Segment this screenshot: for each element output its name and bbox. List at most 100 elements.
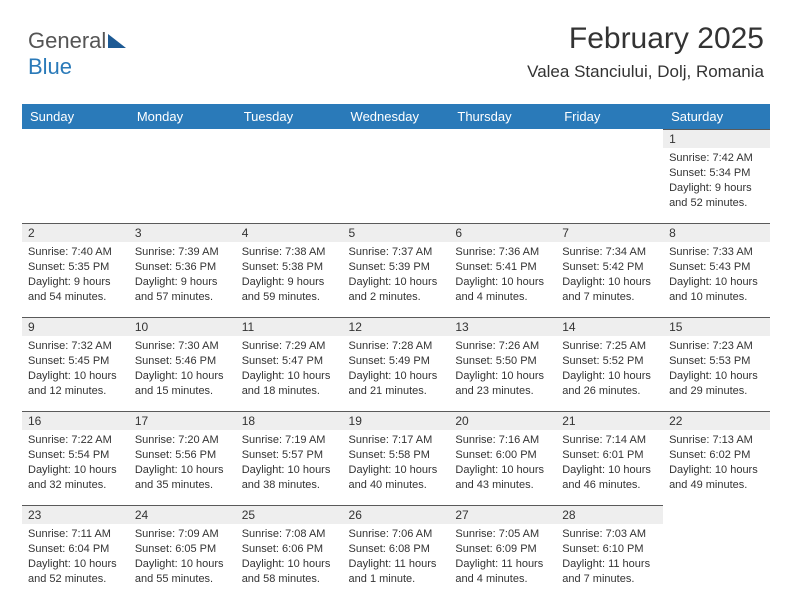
day-details: Sunrise: 7:38 AMSunset: 5:38 PMDaylight:… xyxy=(236,242,343,308)
day-number: 4 xyxy=(236,223,343,242)
calendar-cell xyxy=(556,129,663,223)
daylight-text-1: Daylight: 11 hours xyxy=(455,557,550,572)
calendar-cell: 1Sunrise: 7:42 AMSunset: 5:34 PMDaylight… xyxy=(663,129,770,223)
day-number: 23 xyxy=(22,505,129,524)
calendar-cell: 10Sunrise: 7:30 AMSunset: 5:46 PMDayligh… xyxy=(129,317,236,411)
day-details: Sunrise: 7:03 AMSunset: 6:10 PMDaylight:… xyxy=(556,524,663,590)
location-subtitle: Valea Stanciului, Dolj, Romania xyxy=(527,62,764,82)
calendar-cell: 14Sunrise: 7:25 AMSunset: 5:52 PMDayligh… xyxy=(556,317,663,411)
sunrise-text: Sunrise: 7:13 AM xyxy=(669,433,764,448)
daylight-text-2: and 10 minutes. xyxy=(669,290,764,305)
sunset-text: Sunset: 6:00 PM xyxy=(455,448,550,463)
sunrise-text: Sunrise: 7:39 AM xyxy=(135,245,230,260)
daylight-text-2: and 40 minutes. xyxy=(349,478,444,493)
calendar-cell: 24Sunrise: 7:09 AMSunset: 6:05 PMDayligh… xyxy=(129,505,236,599)
day-details: Sunrise: 7:08 AMSunset: 6:06 PMDaylight:… xyxy=(236,524,343,590)
calendar-cell: 20 Sunrise: 7:16 AMSunset: 6:00 PMDayligh… xyxy=(449,411,556,505)
daylight-text-2: and 57 minutes. xyxy=(135,290,230,305)
day-details: Sunrise: 7:05 AMSunset: 6:09 PMDaylight:… xyxy=(449,524,556,590)
sunrise-text: Sunrise: 7:25 AM xyxy=(562,339,657,354)
daylight-text-2: and 23 minutes. xyxy=(455,384,550,399)
sunset-text: Sunset: 5:49 PM xyxy=(349,354,444,369)
day-details: Sunrise: 7:37 AMSunset: 5:39 PMDaylight:… xyxy=(343,242,450,308)
sunrise-text: Sunrise: 7:16 AM xyxy=(455,433,550,448)
day-details: Sunrise: 7:13 AMSunset: 6:02 PMDaylight:… xyxy=(663,430,770,496)
sunrise-text: Sunrise: 7:14 AM xyxy=(562,433,657,448)
calendar-cell: 12Sunrise: 7:28 AMSunset: 5:49 PMDayligh… xyxy=(343,317,450,411)
month-title: February 2025 xyxy=(527,22,764,56)
day-number: 8 xyxy=(663,223,770,242)
daylight-text-2: and 7 minutes. xyxy=(562,290,657,305)
sunset-text: Sunset: 5:54 PM xyxy=(28,448,123,463)
sunset-text: Sunset: 6:09 PM xyxy=(455,542,550,557)
sunset-text: Sunset: 5:41 PM xyxy=(455,260,550,275)
daylight-text-1: Daylight: 10 hours xyxy=(562,463,657,478)
daylight-text-2: and 46 minutes. xyxy=(562,478,657,493)
day-details: Sunrise: 7:23 AMSunset: 5:53 PMDaylight:… xyxy=(663,336,770,402)
calendar-cell: 28Sunrise: 7:03 AMSunset: 6:10 PMDayligh… xyxy=(556,505,663,599)
daylight-text-1: Daylight: 10 hours xyxy=(669,275,764,290)
daylight-text-1: Daylight: 10 hours xyxy=(242,369,337,384)
calendar-cell xyxy=(663,505,770,599)
daylight-text-2: and 32 minutes. xyxy=(28,478,123,493)
daylight-text-1: Daylight: 10 hours xyxy=(562,275,657,290)
sunset-text: Sunset: 6:05 PM xyxy=(135,542,230,557)
calendar-cell: 5Sunrise: 7:37 AMSunset: 5:39 PMDaylight… xyxy=(343,223,450,317)
sunrise-text: Sunrise: 7:40 AM xyxy=(28,245,123,260)
day-details: Sunrise: 7:42 AMSunset: 5:34 PMDaylight:… xyxy=(663,148,770,214)
calendar-cell xyxy=(449,129,556,223)
sunset-text: Sunset: 6:08 PM xyxy=(349,542,444,557)
day-details: Sunrise: 7:30 AMSunset: 5:46 PMDaylight:… xyxy=(129,336,236,402)
day-details: Sunrise: 7:14 AMSunset: 6:01 PMDaylight:… xyxy=(556,430,663,496)
daylight-text-1: Daylight: 10 hours xyxy=(455,369,550,384)
calendar-week-row: 1Sunrise: 7:42 AMSunset: 5:34 PMDaylight… xyxy=(22,129,770,223)
logo: General Blue xyxy=(28,28,126,80)
calendar-cell: 9Sunrise: 7:32 AMSunset: 5:45 PMDaylight… xyxy=(22,317,129,411)
sunrise-text: Sunrise: 7:05 AM xyxy=(455,527,550,542)
day-number: 1 xyxy=(663,129,770,148)
calendar-cell: 4Sunrise: 7:38 AMSunset: 5:38 PMDaylight… xyxy=(236,223,343,317)
day-details: Sunrise: 7:26 AMSunset: 5:50 PMDaylight:… xyxy=(449,336,556,402)
sunset-text: Sunset: 5:53 PM xyxy=(669,354,764,369)
daylight-text-2: and 12 minutes. xyxy=(28,384,123,399)
daylight-text-1: Daylight: 10 hours xyxy=(455,275,550,290)
day-number: 16 xyxy=(22,411,129,430)
daylight-text-1: Daylight: 10 hours xyxy=(562,369,657,384)
day-number: 12 xyxy=(343,317,450,336)
sunset-text: Sunset: 6:06 PM xyxy=(242,542,337,557)
calendar-week-row: 23Sunrise: 7:11 AMSunset: 6:04 PMDayligh… xyxy=(22,505,770,599)
daylight-text-1: Daylight: 10 hours xyxy=(455,463,550,478)
calendar-cell: 11Sunrise: 7:29 AMSunset: 5:47 PMDayligh… xyxy=(236,317,343,411)
day-details: Sunrise: 7:40 AMSunset: 5:35 PMDaylight:… xyxy=(22,242,129,308)
calendar-week-row: 9Sunrise: 7:32 AMSunset: 5:45 PMDaylight… xyxy=(22,317,770,411)
daylight-text-2: and 29 minutes. xyxy=(669,384,764,399)
day-details: Sunrise: 7:17 AMSunset: 5:58 PMDaylight:… xyxy=(343,430,450,496)
day-number: 2 xyxy=(22,223,129,242)
day-number: 27 xyxy=(449,505,556,524)
sunset-text: Sunset: 5:36 PM xyxy=(135,260,230,275)
day-header: Thursday xyxy=(449,104,556,129)
day-number: 9 xyxy=(22,317,129,336)
calendar-cell: 3Sunrise: 7:39 AMSunset: 5:36 PMDaylight… xyxy=(129,223,236,317)
daylight-text-1: Daylight: 10 hours xyxy=(28,463,123,478)
sunset-text: Sunset: 5:38 PM xyxy=(242,260,337,275)
daylight-text-1: Daylight: 10 hours xyxy=(349,369,444,384)
daylight-text-2: and 18 minutes. xyxy=(242,384,337,399)
calendar-cell: 22Sunrise: 7:13 AMSunset: 6:02 PMDayligh… xyxy=(663,411,770,505)
sunset-text: Sunset: 5:46 PM xyxy=(135,354,230,369)
day-number: 26 xyxy=(343,505,450,524)
header: February 2025 Valea Stanciului, Dolj, Ro… xyxy=(527,22,764,82)
sunrise-text: Sunrise: 7:19 AM xyxy=(242,433,337,448)
day-header: Monday xyxy=(129,104,236,129)
day-details: Sunrise: 7:32 AMSunset: 5:45 PMDaylight:… xyxy=(22,336,129,402)
day-header: Saturday xyxy=(663,104,770,129)
calendar-cell: 26Sunrise: 7:06 AMSunset: 6:08 PMDayligh… xyxy=(343,505,450,599)
day-number: 20 xyxy=(449,411,556,430)
sunset-text: Sunset: 5:57 PM xyxy=(242,448,337,463)
day-number: 6 xyxy=(449,223,556,242)
sunrise-text: Sunrise: 7:37 AM xyxy=(349,245,444,260)
daylight-text-1: Daylight: 10 hours xyxy=(349,275,444,290)
day-number: 13 xyxy=(449,317,556,336)
day-number: 22 xyxy=(663,411,770,430)
sunrise-text: Sunrise: 7:11 AM xyxy=(28,527,123,542)
